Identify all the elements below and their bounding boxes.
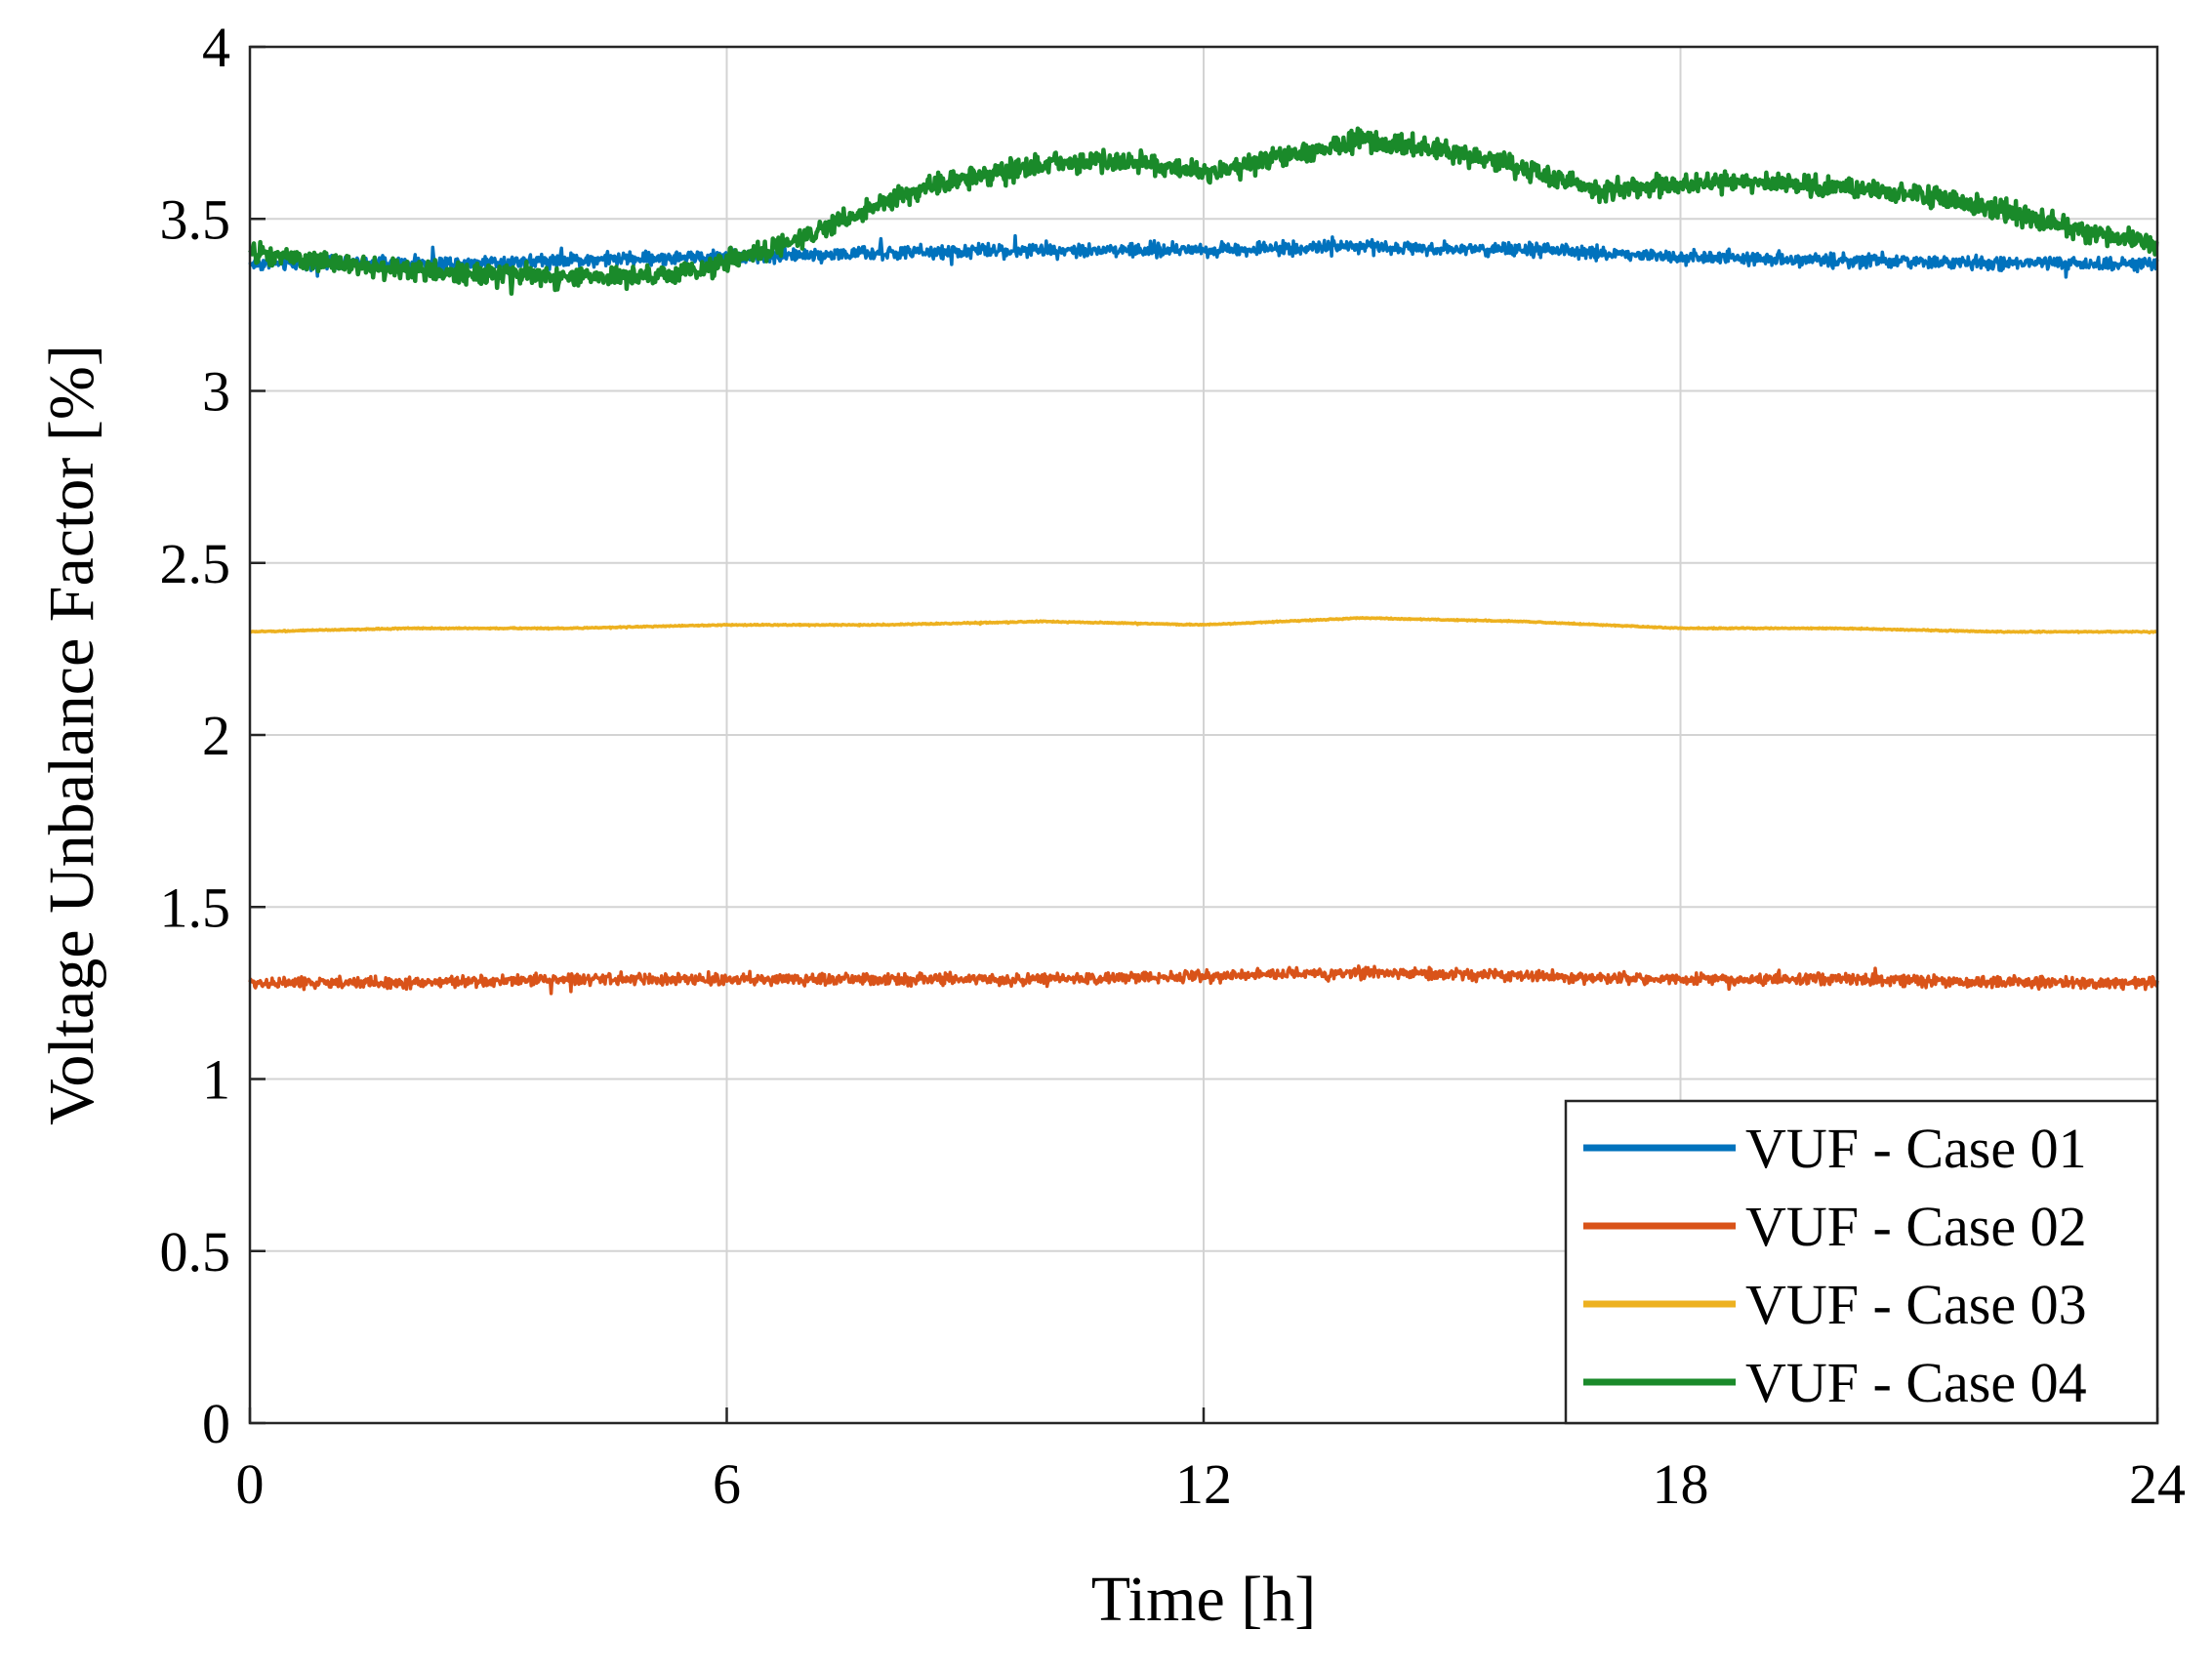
series-line-case-04 [248, 126, 2159, 297]
series-group [248, 126, 2159, 996]
legend-label: VUF - Case 01 [1745, 1117, 2087, 1180]
legend: VUF - Case 01 VUF - Case 02 VUF - Case 03 V… [1564, 1099, 2159, 1425]
legend-label: VUF - Case 02 [1745, 1195, 2087, 1258]
y-tick-label: 0 [202, 1392, 230, 1455]
legend-label: VUF - Case 03 [1745, 1273, 2087, 1336]
y-tick-label: 2 [202, 704, 230, 767]
series-line-case-02 [248, 964, 2159, 996]
y-tick-label: 1.5 [160, 876, 231, 939]
series-line-case-01 [248, 233, 2159, 279]
plot-frame [248, 45, 2159, 1425]
y-axis-title: Voltage Unbalance Factor [%] [36, 345, 107, 1125]
y-tick-label: 0.5 [160, 1220, 231, 1284]
y-tick-label: 1 [202, 1048, 230, 1112]
y-tick-label: 2.5 [160, 532, 231, 595]
x-tick-label: 12 [1175, 1452, 1232, 1516]
x-axis-title: Time [h] [1091, 1564, 1316, 1635]
legend-box [1564, 1099, 2159, 1425]
series-line-case-03 [249, 616, 2159, 635]
x-tick-label: 6 [713, 1452, 741, 1516]
x-tick-label: 18 [1653, 1452, 1709, 1516]
y-tick-label: 3.5 [160, 187, 231, 251]
y-tick-label: 3 [202, 360, 230, 424]
x-tick-label: 0 [236, 1452, 265, 1516]
legend-label: VUF - Case 04 [1745, 1351, 2087, 1414]
x-tick-label: 24 [2129, 1452, 2186, 1516]
y-tick-label: 4 [202, 16, 230, 79]
tick-labels: 0 6 12 18 24 0 0.5 1 1.5 2 2.5 3 3.5 4 [160, 16, 2187, 1516]
